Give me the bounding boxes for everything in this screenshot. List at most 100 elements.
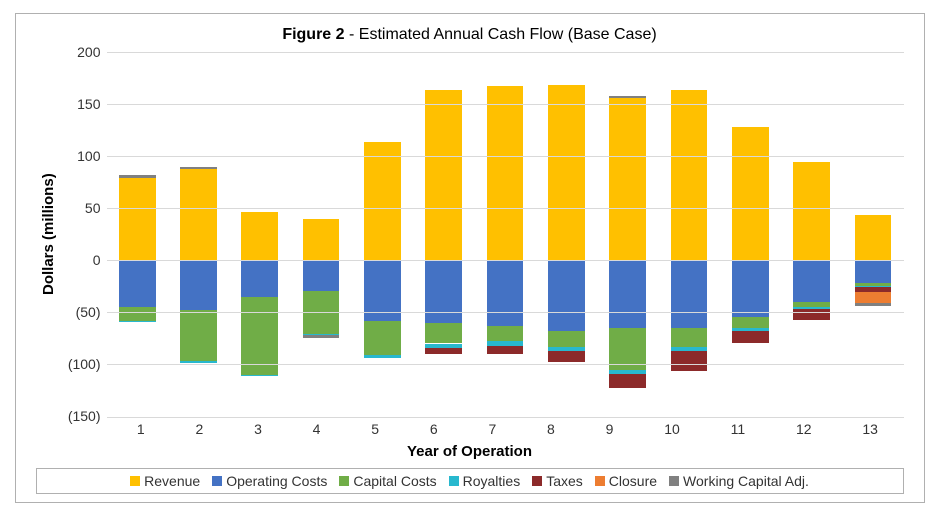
bar-segment-working_capital bbox=[303, 335, 340, 338]
bar-segment-capital_costs bbox=[548, 331, 585, 347]
bar-stack bbox=[425, 52, 462, 417]
x-axis-row: 12345678910111213 bbox=[36, 421, 904, 437]
bar-column bbox=[474, 52, 535, 417]
bar-segment-revenue bbox=[303, 219, 340, 260]
bar-stack bbox=[487, 52, 524, 417]
bar-column bbox=[658, 52, 719, 417]
bar-stack bbox=[364, 52, 401, 417]
legend-label: Closure bbox=[609, 473, 657, 489]
legend-item-working_capital: Working Capital Adj. bbox=[669, 473, 809, 489]
gridline bbox=[107, 156, 904, 157]
legend-swatch bbox=[595, 476, 605, 486]
x-tick-label: 2 bbox=[195, 421, 203, 437]
bar-segment-operating_costs bbox=[855, 260, 892, 283]
bar-stack bbox=[671, 52, 708, 417]
plot-area bbox=[107, 52, 904, 417]
gridline bbox=[107, 52, 904, 53]
legend-label: Royalties bbox=[463, 473, 521, 489]
bar-segment-operating_costs bbox=[241, 260, 278, 297]
bar-segment-taxes bbox=[671, 351, 708, 371]
bar-segment-operating_costs bbox=[303, 260, 340, 291]
gridline bbox=[107, 104, 904, 105]
bar-segment-royalties bbox=[119, 321, 156, 322]
bar-column bbox=[107, 52, 168, 417]
bar-segment-capital_costs bbox=[609, 328, 646, 370]
x-tick-label: 5 bbox=[371, 421, 379, 437]
legend-item-capital_costs: Capital Costs bbox=[339, 473, 436, 489]
bar-segment-operating_costs bbox=[180, 260, 217, 310]
bar-segment-royalties bbox=[241, 375, 278, 376]
bar-stack bbox=[855, 52, 892, 417]
gridline bbox=[107, 364, 904, 365]
bar-segment-working_capital bbox=[180, 167, 217, 169]
gridline bbox=[107, 417, 904, 418]
legend-label: Operating Costs bbox=[226, 473, 327, 489]
bar-segment-taxes bbox=[793, 309, 830, 319]
bar-column bbox=[352, 52, 413, 417]
x-tick-label: 13 bbox=[862, 421, 878, 437]
bar-segment-revenue bbox=[855, 215, 892, 260]
bar-segment-revenue bbox=[671, 90, 708, 260]
bar-segment-revenue bbox=[180, 169, 217, 260]
bar-segment-working_capital bbox=[855, 303, 892, 306]
bar-segment-taxes bbox=[487, 346, 524, 354]
x-tick-label: 10 bbox=[664, 421, 680, 437]
x-tick-label: 6 bbox=[430, 421, 438, 437]
bar-stack bbox=[732, 52, 769, 417]
bar-stack bbox=[793, 52, 830, 417]
bar-segment-operating_costs bbox=[671, 260, 708, 328]
legend-swatch bbox=[449, 476, 459, 486]
y-axis-ticks: 200150100500(50)(100)(150) bbox=[57, 52, 107, 417]
bar-segment-taxes bbox=[425, 348, 462, 354]
legend-item-revenue: Revenue bbox=[130, 473, 200, 489]
bar-segment-revenue bbox=[364, 142, 401, 260]
bar-column bbox=[413, 52, 474, 417]
legend-label: Revenue bbox=[144, 473, 200, 489]
bar-segment-operating_costs bbox=[732, 260, 769, 317]
bar-column bbox=[720, 52, 781, 417]
bar-segment-revenue bbox=[425, 90, 462, 260]
legend-swatch bbox=[669, 476, 679, 486]
bar-stack bbox=[241, 52, 278, 417]
bar-segment-revenue bbox=[732, 127, 769, 260]
y-axis-label: Dollars (millions) bbox=[36, 52, 57, 417]
bar-segment-capital_costs bbox=[364, 321, 401, 355]
chart-title-suffix: - Estimated Annual Cash Flow (Base Case) bbox=[345, 26, 657, 43]
bar-column bbox=[290, 52, 351, 417]
gridline bbox=[107, 260, 904, 261]
bars-group bbox=[107, 52, 904, 417]
bar-segment-revenue bbox=[793, 162, 830, 260]
bar-segment-working_capital bbox=[119, 175, 156, 178]
x-tick-label: 1 bbox=[137, 421, 145, 437]
bar-segment-taxes bbox=[732, 331, 769, 344]
bar-segment-capital_costs bbox=[180, 310, 217, 361]
bar-segment-royalties bbox=[364, 355, 401, 358]
legend-label: Taxes bbox=[546, 473, 583, 489]
x-axis-label: Year of Operation bbox=[36, 443, 904, 460]
bar-segment-revenue bbox=[241, 212, 278, 260]
bar-segment-revenue bbox=[548, 85, 585, 260]
bar-segment-revenue bbox=[119, 178, 156, 260]
bar-column bbox=[781, 52, 842, 417]
bar-stack bbox=[303, 52, 340, 417]
bar-segment-capital_costs bbox=[425, 323, 462, 344]
legend-label: Working Capital Adj. bbox=[683, 473, 809, 489]
x-tick-label: 11 bbox=[731, 421, 746, 437]
legend-label: Capital Costs bbox=[353, 473, 436, 489]
bar-segment-revenue bbox=[609, 98, 646, 260]
bar-segment-capital_costs bbox=[119, 307, 156, 321]
bar-segment-taxes bbox=[609, 374, 646, 389]
bar-segment-operating_costs bbox=[425, 260, 462, 323]
gridline bbox=[107, 312, 904, 313]
bar-segment-capital_costs bbox=[241, 297, 278, 375]
bar-stack bbox=[119, 52, 156, 417]
bar-segment-operating_costs bbox=[119, 260, 156, 307]
legend: Revenue Operating Costs Capital Costs Royal… bbox=[36, 468, 904, 494]
bar-column bbox=[536, 52, 597, 417]
bar-segment-capital_costs bbox=[732, 317, 769, 327]
x-tick-label: 3 bbox=[254, 421, 262, 437]
x-tick-label: 7 bbox=[488, 421, 496, 437]
x-axis-ticks: 12345678910111213 bbox=[112, 421, 904, 437]
bar-segment-revenue bbox=[487, 86, 524, 260]
chart-container: Figure 2 - Estimated Annual Cash Flow (B… bbox=[15, 13, 925, 503]
